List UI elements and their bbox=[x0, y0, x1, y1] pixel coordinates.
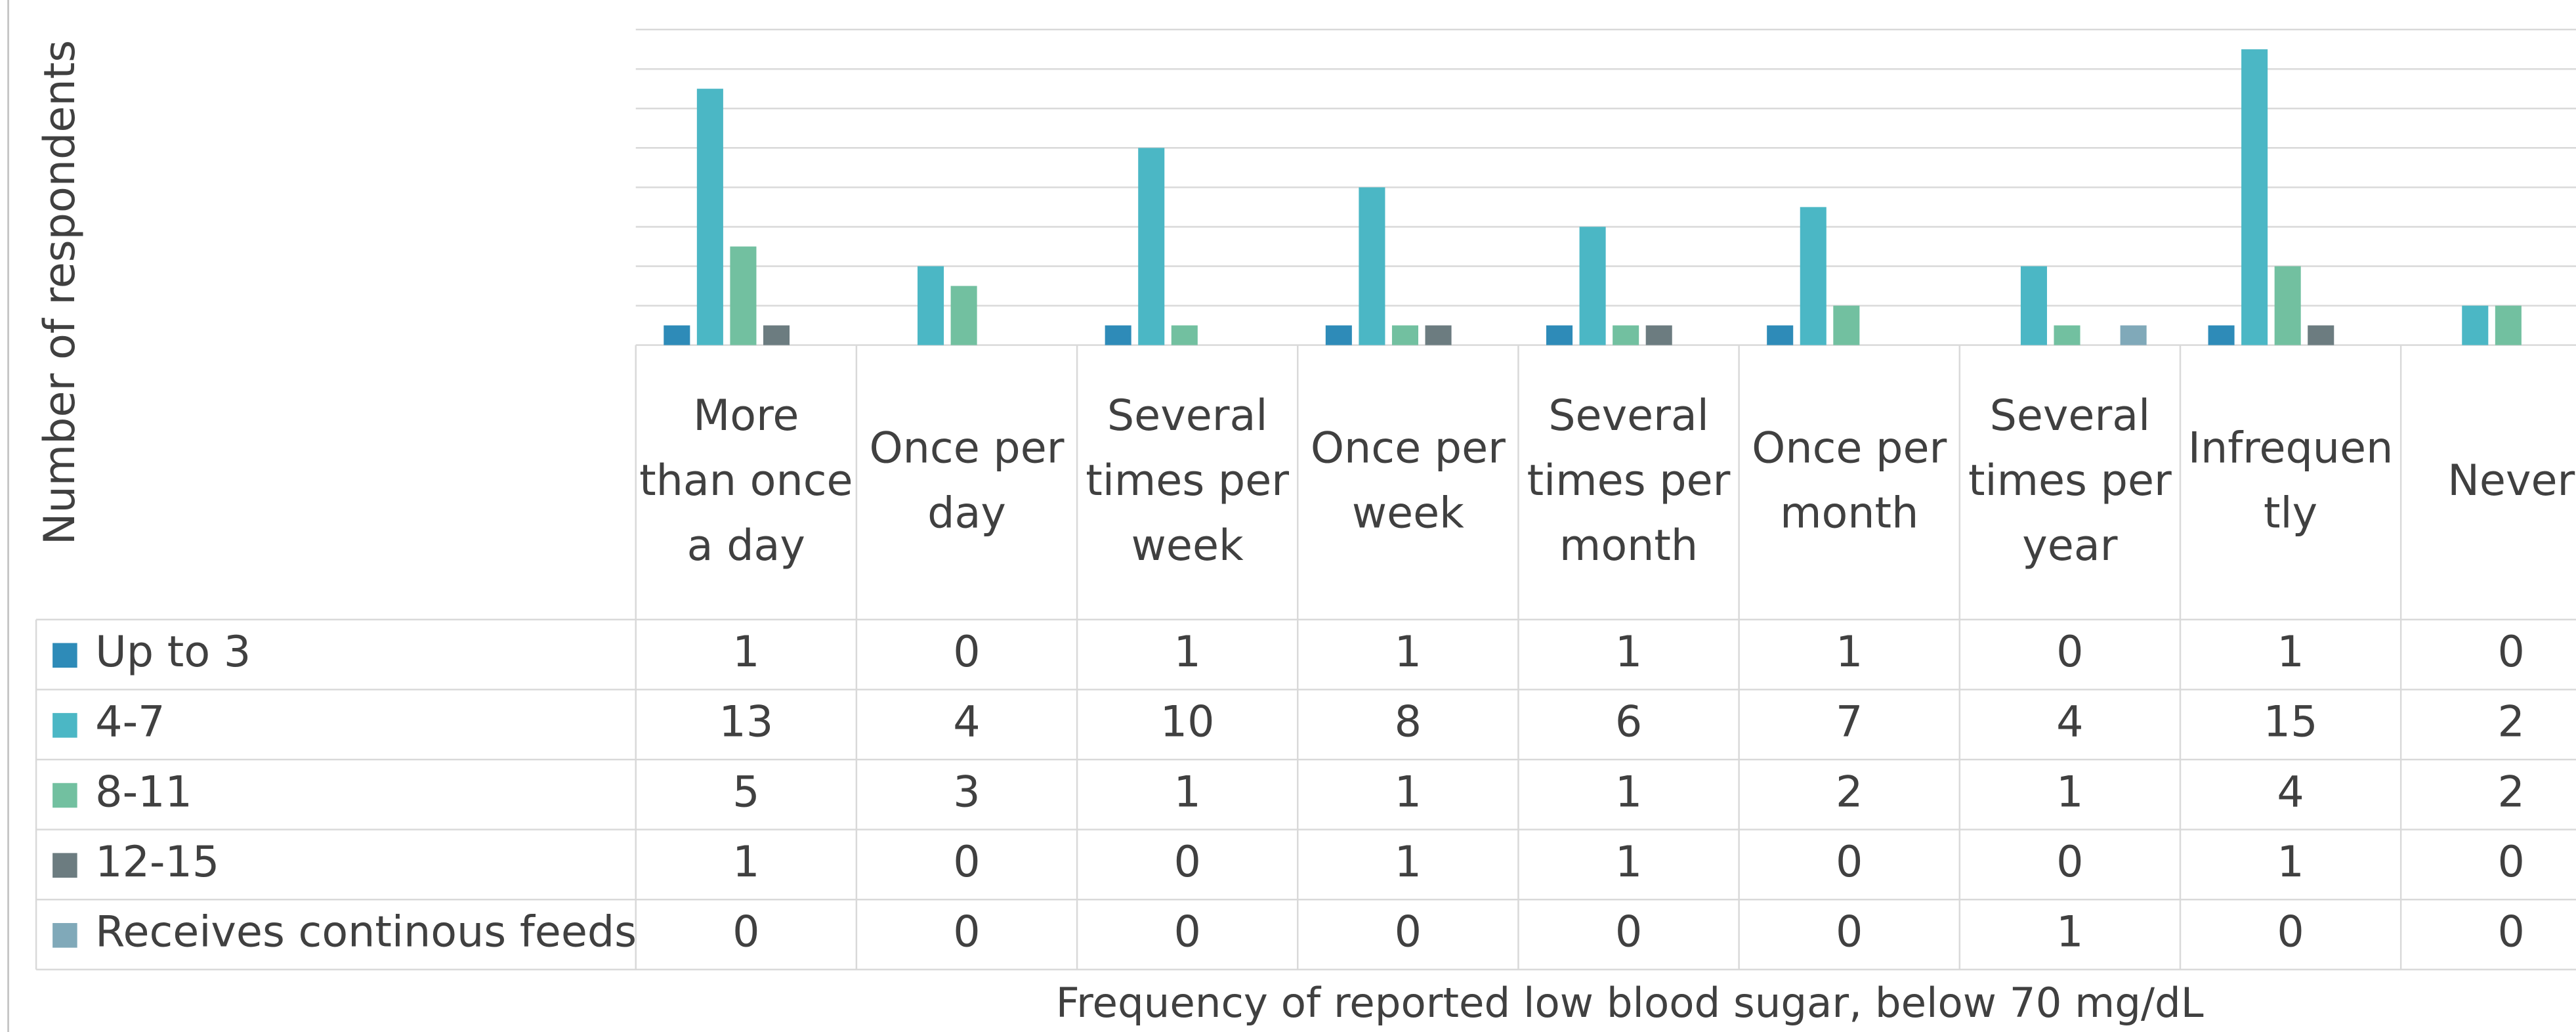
table-value: 1 bbox=[1173, 628, 1200, 677]
table-value: 0 bbox=[2056, 628, 2083, 677]
table-value: 0 bbox=[2498, 628, 2525, 677]
table-value: 3 bbox=[953, 767, 980, 817]
table-value: 0 bbox=[953, 628, 980, 677]
table-value: 13 bbox=[719, 698, 773, 747]
table-value: 2 bbox=[1836, 767, 1863, 817]
table-value: 15 bbox=[2264, 698, 2318, 747]
table-value: 6 bbox=[1615, 698, 1642, 747]
table-value: 1 bbox=[1395, 628, 1422, 677]
bar bbox=[1645, 325, 1672, 345]
bar bbox=[2241, 49, 2268, 345]
bar bbox=[763, 325, 790, 345]
bar bbox=[1105, 325, 1131, 345]
bar bbox=[2020, 266, 2047, 345]
table-value: 5 bbox=[732, 767, 759, 817]
table-value: 4 bbox=[2277, 767, 2304, 817]
x-axis-title: Frequency of reported low blood sugar, b… bbox=[1056, 979, 2204, 1027]
bar bbox=[1425, 325, 1452, 345]
x-tick-label: Several times per week bbox=[1086, 391, 1289, 570]
table-value: 1 bbox=[1395, 767, 1422, 817]
x-tick-label: Once per week bbox=[1311, 424, 1506, 538]
table-value: 1 bbox=[1615, 767, 1642, 817]
legend-swatch bbox=[53, 783, 77, 808]
table-value: 0 bbox=[1836, 908, 1863, 957]
bar bbox=[1138, 148, 1165, 345]
legend-label: Receives continous feeds bbox=[95, 908, 637, 957]
bar bbox=[1579, 226, 1606, 345]
legend-swatch bbox=[53, 853, 77, 878]
bar bbox=[918, 266, 944, 345]
bar bbox=[2462, 305, 2489, 345]
table-value: 1 bbox=[732, 628, 759, 677]
y-axis-title: Number of respondents bbox=[35, 40, 85, 545]
table-value: 2 bbox=[2498, 767, 2525, 817]
table-value: 0 bbox=[2056, 838, 2083, 887]
x-tick-label: Once per month bbox=[1752, 424, 1947, 538]
bar bbox=[2208, 325, 2235, 345]
bar bbox=[1391, 325, 1419, 345]
table-value: 0 bbox=[1173, 908, 1200, 957]
table-value: 1 bbox=[1173, 767, 1200, 817]
bar bbox=[1171, 325, 1198, 345]
bar bbox=[2120, 325, 2147, 345]
table-value: 0 bbox=[732, 908, 759, 957]
table-value: 0 bbox=[2277, 908, 2304, 957]
table-value: 0 bbox=[1395, 908, 1422, 957]
legend-swatch bbox=[53, 643, 77, 668]
bar bbox=[696, 89, 723, 345]
bar bbox=[1325, 325, 1352, 345]
bar bbox=[2054, 325, 2080, 345]
table-value: 8 bbox=[1395, 698, 1422, 747]
legend-label: Up to 3 bbox=[95, 628, 251, 677]
table-value: 1 bbox=[2056, 767, 2083, 817]
table-value: 7 bbox=[1836, 698, 1863, 747]
table-value: 1 bbox=[2277, 838, 2304, 887]
bar bbox=[1833, 305, 1860, 345]
x-tick-label: Several times per year bbox=[1968, 391, 2172, 570]
table-value: 0 bbox=[1173, 838, 1200, 887]
table-value: 0 bbox=[2498, 908, 2525, 957]
table-value: 0 bbox=[1615, 908, 1642, 957]
table-value: 2 bbox=[2498, 698, 2525, 747]
table-value: 1 bbox=[1836, 628, 1863, 677]
table-value: 1 bbox=[732, 838, 759, 887]
bar bbox=[1613, 325, 1639, 345]
table-value: 1 bbox=[2277, 628, 2304, 677]
x-tick-label: Once per day bbox=[869, 424, 1064, 538]
legend-label: 12-15 bbox=[95, 838, 219, 887]
bar bbox=[2274, 266, 2301, 345]
legend-swatch bbox=[53, 713, 77, 738]
bar bbox=[1800, 207, 1826, 345]
table-value: 0 bbox=[2498, 838, 2525, 887]
table-value: 1 bbox=[1615, 838, 1642, 887]
table-value: 0 bbox=[1836, 838, 1863, 887]
bar bbox=[664, 325, 690, 345]
table-value: 1 bbox=[1615, 628, 1642, 677]
table-value: 1 bbox=[1395, 838, 1422, 887]
table-value: 0 bbox=[953, 838, 980, 887]
table-value: 4 bbox=[2056, 698, 2083, 747]
bar bbox=[1546, 325, 1573, 345]
bar bbox=[2308, 325, 2334, 345]
legend-swatch bbox=[53, 923, 77, 948]
table-value: 10 bbox=[1160, 698, 1215, 747]
legend-label: 8-11 bbox=[95, 767, 192, 817]
x-tick-label: More than once a day bbox=[639, 391, 853, 570]
bar bbox=[1767, 325, 1794, 345]
x-tick-label: Infrequen tly bbox=[2188, 424, 2394, 538]
table-value: 4 bbox=[953, 698, 980, 747]
bar bbox=[950, 286, 977, 345]
bar bbox=[2495, 305, 2522, 345]
table-value: 0 bbox=[953, 908, 980, 957]
bar bbox=[730, 246, 757, 345]
table-value: 1 bbox=[2056, 908, 2083, 957]
legend-label: 4-7 bbox=[95, 698, 165, 747]
bar bbox=[1359, 187, 1385, 345]
x-tick-label: Never bbox=[2447, 456, 2575, 505]
x-tick-label: Several times per month bbox=[1527, 391, 1731, 570]
